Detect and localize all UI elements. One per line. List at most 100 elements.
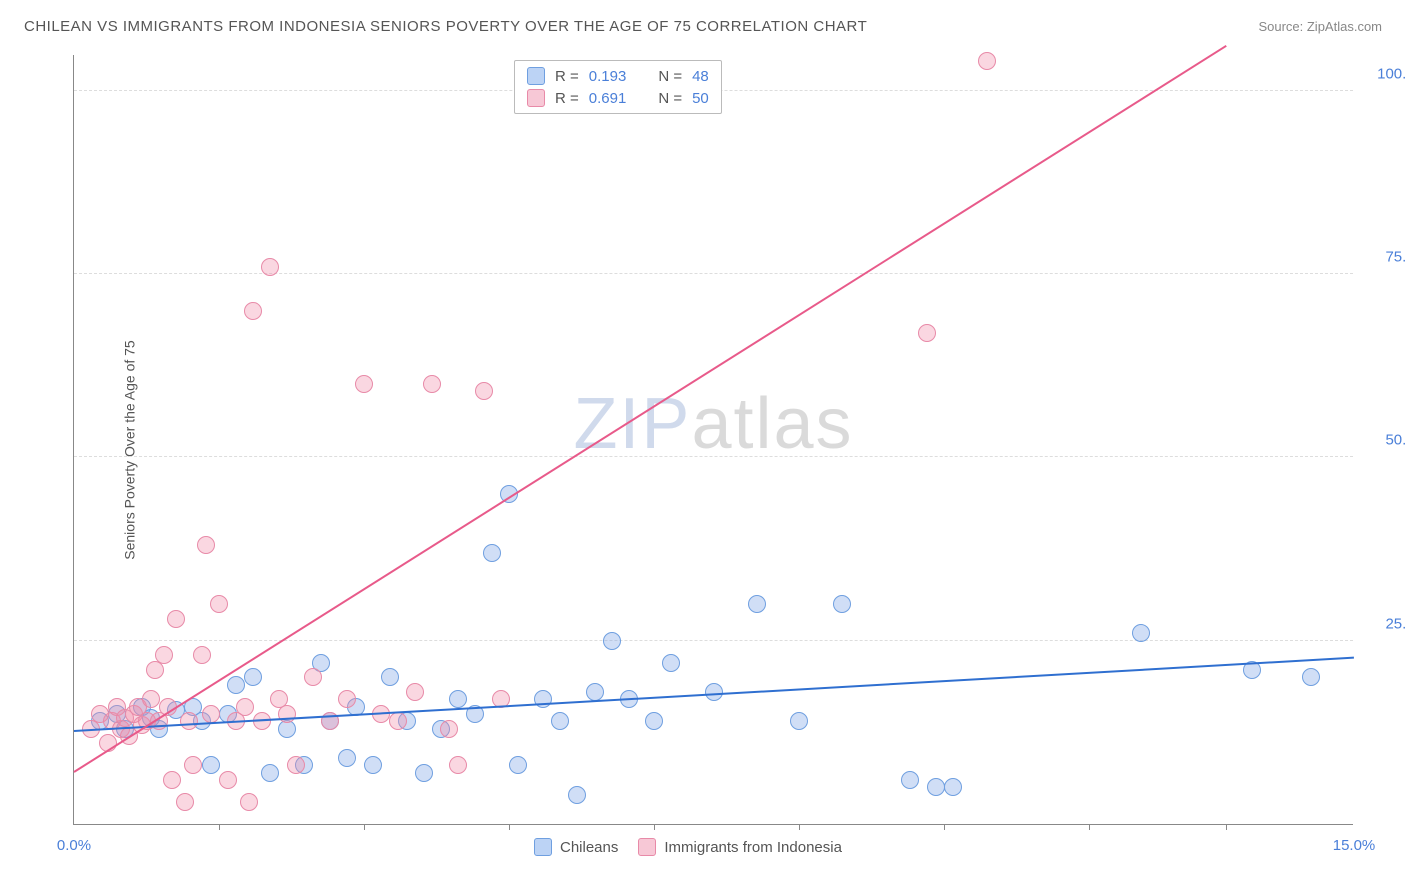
data-point	[355, 375, 373, 393]
data-point	[551, 712, 569, 730]
data-point	[176, 793, 194, 811]
data-point	[918, 324, 936, 342]
chart-source: Source: ZipAtlas.com	[1258, 19, 1382, 34]
data-point	[244, 668, 262, 686]
gridline	[74, 456, 1353, 457]
data-point	[790, 712, 808, 730]
data-point	[406, 683, 424, 701]
data-point	[227, 676, 245, 694]
data-point	[978, 52, 996, 70]
x-tick-label: 15.0%	[1333, 837, 1376, 854]
data-point	[534, 690, 552, 708]
stat-n-value: 48	[692, 68, 709, 85]
data-point	[261, 764, 279, 782]
data-point	[364, 756, 382, 774]
x-tick-minor	[654, 824, 655, 830]
x-tick-minor	[799, 824, 800, 830]
y-tick-label: 25.0%	[1385, 615, 1406, 632]
data-point	[475, 382, 493, 400]
y-tick-label: 100.0%	[1377, 65, 1406, 82]
data-point	[167, 610, 185, 628]
data-point	[901, 771, 919, 789]
data-point	[449, 756, 467, 774]
x-tick-minor	[364, 824, 365, 830]
stat-r-value: 0.691	[589, 90, 627, 107]
data-point	[449, 690, 467, 708]
data-point	[184, 756, 202, 774]
stat-n-label: N =	[658, 90, 682, 107]
stat-n-value: 50	[692, 90, 709, 107]
chart-header: CHILEAN VS IMMIGRANTS FROM INDONESIA SEN…	[0, 0, 1406, 45]
data-point	[338, 690, 356, 708]
data-point	[603, 632, 621, 650]
data-point	[202, 756, 220, 774]
data-point	[210, 595, 228, 613]
data-point	[1302, 668, 1320, 686]
stats-row: R = 0.691 N = 50	[527, 87, 709, 109]
stats-row: R = 0.193 N = 48	[527, 65, 709, 87]
trend-line	[73, 45, 1226, 773]
plot-area: ZIPatlas 25.0%50.0%75.0%100.0%0.0%15.0%R…	[73, 55, 1353, 825]
data-point	[197, 536, 215, 554]
x-tick-minor	[944, 824, 945, 830]
stat-r-value: 0.193	[589, 68, 627, 85]
x-tick-minor	[1089, 824, 1090, 830]
x-tick-minor	[509, 824, 510, 830]
legend-label: Immigrants from Indonesia	[664, 839, 842, 856]
data-point	[261, 258, 279, 276]
legend-swatch	[638, 838, 656, 856]
legend-label: Chileans	[560, 839, 618, 856]
data-point	[244, 302, 262, 320]
data-point	[509, 756, 527, 774]
bottom-legend: Chileans Immigrants from Indonesia	[534, 838, 842, 856]
data-point	[155, 646, 173, 664]
data-point	[645, 712, 663, 730]
data-point	[240, 793, 258, 811]
data-point	[748, 595, 766, 613]
data-point	[1132, 624, 1150, 642]
chart-area: Seniors Poverty Over the Age of 75 ZIPat…	[55, 55, 1380, 845]
y-tick-label: 50.0%	[1385, 432, 1406, 449]
data-point	[338, 749, 356, 767]
data-point	[193, 646, 211, 664]
watermark: ZIPatlas	[573, 383, 853, 465]
stat-n-label: N =	[658, 68, 682, 85]
watermark-atlas: atlas	[691, 384, 853, 464]
legend-swatch	[534, 838, 552, 856]
x-tick-label: 0.0%	[57, 837, 91, 854]
legend-swatch	[527, 89, 545, 107]
legend-swatch	[527, 67, 545, 85]
chart-title: CHILEAN VS IMMIGRANTS FROM INDONESIA SEN…	[24, 18, 867, 35]
x-tick-minor	[1226, 824, 1227, 830]
data-point	[236, 698, 254, 716]
stat-r-label: R =	[555, 68, 579, 85]
data-point	[440, 720, 458, 738]
data-point	[944, 778, 962, 796]
data-point	[381, 668, 399, 686]
data-point	[142, 690, 160, 708]
data-point	[163, 771, 181, 789]
legend-item: Chileans	[534, 838, 618, 856]
stat-r-label: R =	[555, 90, 579, 107]
data-point	[389, 712, 407, 730]
data-point	[202, 705, 220, 723]
x-tick-minor	[219, 824, 220, 830]
data-point	[415, 764, 433, 782]
y-tick-label: 75.0%	[1385, 249, 1406, 266]
data-point	[180, 712, 198, 730]
legend-item: Immigrants from Indonesia	[638, 838, 842, 856]
data-point	[927, 778, 945, 796]
data-point	[219, 771, 237, 789]
data-point	[662, 654, 680, 672]
watermark-zip: ZIP	[573, 384, 691, 464]
data-point	[483, 544, 501, 562]
data-point	[568, 786, 586, 804]
data-point	[586, 683, 604, 701]
data-point	[833, 595, 851, 613]
stats-legend: R = 0.193 N = 48 R = 0.691 N = 50	[514, 60, 722, 114]
data-point	[287, 756, 305, 774]
data-point	[278, 705, 296, 723]
data-point	[304, 668, 322, 686]
gridline	[74, 640, 1353, 641]
data-point	[423, 375, 441, 393]
